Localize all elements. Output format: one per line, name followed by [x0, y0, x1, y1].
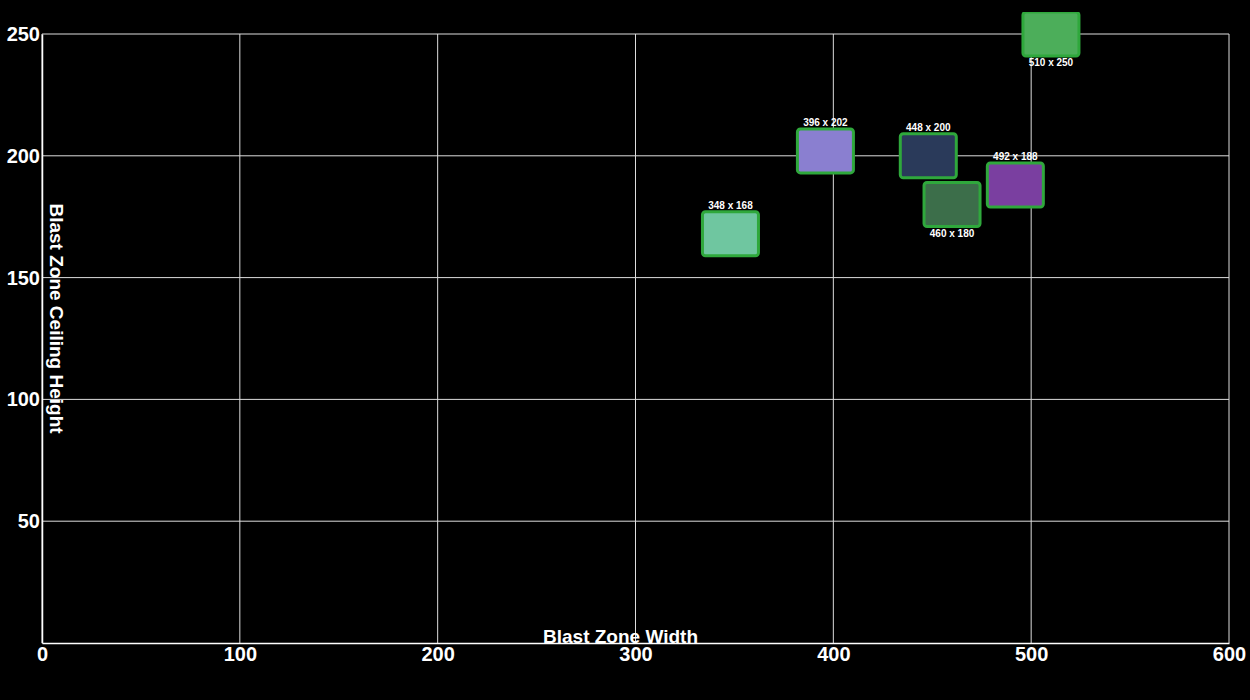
y-tick-label: 200	[7, 145, 40, 167]
grid-line-x	[239, 34, 240, 643]
y-tick: 150	[7, 267, 42, 289]
x-tick-label: 400	[817, 643, 850, 665]
grid	[42, 34, 1229, 643]
x-tick: 0	[37, 643, 48, 665]
x-tick-label: 200	[421, 643, 454, 665]
y-axis: 50 100 150 200 250	[7, 23, 43, 644]
y-tick: 250	[7, 23, 42, 45]
data-label: 396 x 202	[803, 117, 848, 128]
grid-line-y	[42, 155, 1229, 156]
point	[797, 129, 853, 173]
y-tick: 50	[18, 510, 42, 532]
y-tick-label: 250	[7, 23, 40, 45]
data-label: 510 x 250	[1029, 57, 1074, 68]
points	[702, 12, 1078, 256]
y-tick-label: 150	[7, 267, 40, 289]
y-tick: 100	[7, 388, 42, 410]
grid-line-x	[42, 34, 43, 643]
point	[702, 212, 758, 256]
x-tick-label: 100	[224, 643, 257, 665]
x-axis-title: Blast Zone Width	[543, 626, 698, 647]
x-tick: 400	[817, 643, 850, 665]
point	[900, 134, 956, 178]
grid-line-x	[1031, 34, 1032, 643]
grid-line-x	[635, 34, 636, 643]
y-axis-title: Blast Zone Ceiling Height	[46, 203, 67, 434]
chart: 010020030040050060050100150200250348 x 1…	[0, 0, 1250, 700]
grid-line-y	[42, 521, 1229, 522]
x-tick-label: 0	[37, 643, 48, 665]
grid-line-x	[437, 34, 438, 643]
x-tick-label: 600	[1213, 643, 1246, 665]
data-label: 448 x 200	[906, 122, 951, 133]
grid-line-y	[42, 277, 1229, 278]
data-label: 348 x 168	[708, 200, 753, 211]
y-axis-line	[42, 35, 44, 644]
plot: 010020030040050060050100150200250348 x 1…	[7, 12, 1247, 665]
x-tick-label: 500	[1015, 643, 1048, 665]
grid-line-x	[1229, 34, 1230, 643]
x-tick: 600	[1213, 643, 1246, 665]
x-tick: 100	[224, 643, 257, 665]
x-tick: 200	[421, 643, 454, 665]
point	[924, 183, 980, 227]
point	[1023, 12, 1079, 56]
data-labels: 348 x 168 396 x 202 448 x 200 460 x 180 492 …	[708, 57, 1073, 239]
data-label: 492 x 188	[993, 151, 1038, 162]
y-tick-label: 100	[7, 388, 40, 410]
y-tick-label: 50	[18, 510, 40, 532]
point	[987, 163, 1043, 207]
data-label: 460 x 180	[930, 228, 975, 239]
grid-line-y	[42, 399, 1229, 400]
y-tick: 200	[7, 145, 42, 167]
x-tick: 500	[1015, 643, 1048, 665]
